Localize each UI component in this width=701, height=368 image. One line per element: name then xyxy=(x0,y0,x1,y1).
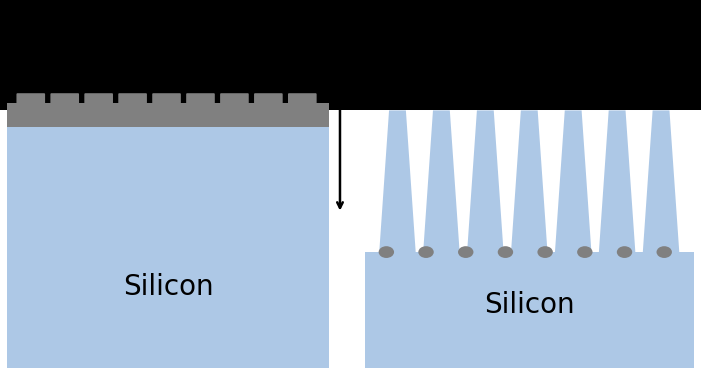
Ellipse shape xyxy=(418,246,434,258)
FancyBboxPatch shape xyxy=(152,93,181,117)
Bar xyxy=(7,118,329,368)
Ellipse shape xyxy=(458,246,473,258)
Ellipse shape xyxy=(617,246,632,258)
Ellipse shape xyxy=(577,246,592,258)
Polygon shape xyxy=(599,110,635,252)
Text: Silicon: Silicon xyxy=(484,291,575,319)
FancyBboxPatch shape xyxy=(16,93,45,117)
Polygon shape xyxy=(643,110,679,252)
FancyBboxPatch shape xyxy=(186,93,215,117)
FancyBboxPatch shape xyxy=(254,93,283,117)
Bar xyxy=(365,110,694,252)
Text: Silicon: Silicon xyxy=(123,273,214,301)
Bar xyxy=(0,110,701,368)
Ellipse shape xyxy=(379,246,394,258)
Polygon shape xyxy=(423,110,460,252)
Polygon shape xyxy=(467,110,503,252)
FancyBboxPatch shape xyxy=(220,93,249,117)
FancyBboxPatch shape xyxy=(84,93,113,117)
Ellipse shape xyxy=(657,246,672,258)
Text: 2. Etching: 2. Etching xyxy=(350,75,427,90)
Bar xyxy=(7,103,329,127)
Polygon shape xyxy=(379,110,416,252)
Ellipse shape xyxy=(498,246,513,258)
FancyBboxPatch shape xyxy=(288,93,317,117)
FancyBboxPatch shape xyxy=(50,93,79,117)
Ellipse shape xyxy=(538,246,553,258)
Polygon shape xyxy=(555,110,592,252)
Polygon shape xyxy=(511,110,547,252)
Bar xyxy=(365,118,694,368)
FancyBboxPatch shape xyxy=(118,93,147,117)
